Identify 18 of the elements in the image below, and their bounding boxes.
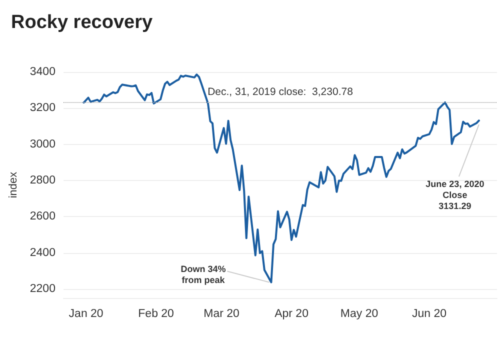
x-tick-label: Apr 20: [274, 308, 308, 320]
annotation: June 23, 2020 Close 3131.29: [426, 179, 484, 212]
y-tick-label: 3200: [30, 102, 56, 114]
x-tick-label: Feb 20: [138, 308, 174, 320]
y-tick-label: 3400: [30, 66, 56, 78]
y-axis-title: index: [8, 171, 20, 198]
y-tick-label: 2400: [30, 246, 56, 259]
y-tick-label: 2800: [30, 174, 56, 186]
y-tick-label: 2600: [30, 210, 56, 223]
y-tick-label: 2200: [30, 282, 56, 295]
ref-line-label: Dec., 31, 2019 close: 3,230.78: [208, 86, 354, 98]
x-tick-label: May 20: [340, 308, 378, 320]
annotation: Down 34% from peak: [180, 264, 226, 285]
chart-title: Rocky recovery: [11, 12, 153, 33]
x-tick-label: Mar 20: [204, 308, 240, 320]
x-tick-label: Jun 20: [412, 308, 447, 320]
x-tick-label: Jan 20: [68, 308, 104, 320]
y-tick-label: 3000: [30, 138, 56, 150]
